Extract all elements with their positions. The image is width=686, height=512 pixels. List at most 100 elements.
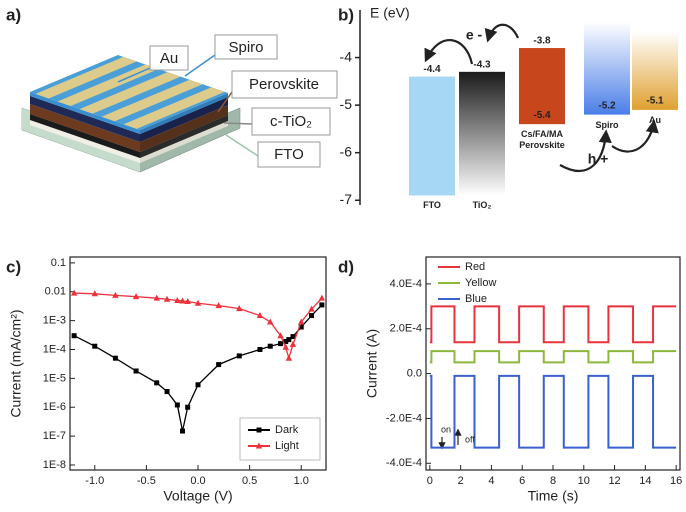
annotation: on [441,424,451,434]
x-tick-label: 0.0 [190,475,205,487]
category-label: TiO₂ [472,200,492,211]
data-point [112,291,119,298]
data-point [179,297,186,304]
x-tick-label: -0.5 [137,475,156,487]
x-axis-title: Time (s) [528,488,579,504]
data-point [215,302,222,309]
gold-electrode [123,87,225,129]
energy-band [632,31,678,110]
y-tick-label: 1E-7 [43,430,66,442]
data-point [112,355,118,361]
layer-label: c-TiO₂ [270,113,312,130]
level-label: -4.4 [423,64,441,75]
data-point [309,313,315,319]
data-point [132,293,140,300]
x-tick-label: 12 [608,475,620,487]
x-tick-label: 6 [519,475,525,487]
data-point [308,305,315,312]
gold-electrode [35,56,137,99]
energy-band [459,71,505,196]
level-label: -5.2 [598,100,616,111]
y-tick-label: -7 [340,191,353,207]
data-point [154,380,160,386]
axis-title: E (eV) [370,5,410,21]
data-point [164,389,170,395]
data-point [91,290,98,297]
data-point [277,332,284,339]
data-point [216,362,222,368]
x-axis-title: Voltage (V) [163,488,232,504]
x-tick-label: 2 [458,475,464,487]
level-label: -3.8 [533,36,551,47]
y-tick-label: 2.0E-4 [390,323,422,335]
data-point [70,289,78,296]
layer-label: Spiro [228,39,263,56]
y-tick-label: 1E-5 [43,372,66,384]
data-point [163,295,171,302]
data-point [71,333,77,339]
panel-label: d) [338,257,354,276]
gold-electrode [79,72,181,114]
legend-label: Blue [465,293,487,305]
data-point [174,402,180,408]
category-label: Cs/FA/MA Perovskite [519,129,565,151]
x-tick-label: 10 [578,475,590,487]
series-line [73,304,323,432]
data-point [286,337,292,343]
legend-label: Yellow [465,277,496,289]
panel-label: b) [338,5,354,24]
data-point [194,299,202,306]
layer-label: Au [160,50,178,67]
data-point [278,341,284,347]
x-tick-label: 0 [427,475,433,487]
data-point [267,318,274,325]
data-point [257,347,263,353]
y-axis-title: Current (A) [364,329,380,398]
data-point [298,324,304,330]
level-label: -5.4 [533,110,551,121]
data-point [298,318,305,325]
y-axis-title: Current (mA/cm²) [8,309,24,417]
annotation: e - [466,27,483,43]
device-stack [21,55,241,173]
data-point [133,368,139,374]
legend-marker [255,442,263,449]
data-point [319,302,325,308]
series-line [429,374,677,449]
y-tick-label: 4.0E-4 [390,278,422,290]
layer-label: Perovskite [249,76,319,93]
y-tick-label: -4 [340,48,353,64]
y-tick-label: 1E-6 [43,401,66,413]
energy-band [519,48,565,125]
data-point [256,312,264,319]
data-point [290,334,296,340]
category-label: Au [649,114,661,125]
level-label: -4.3 [473,59,491,70]
panel-label: a) [6,5,21,24]
data-point [195,382,201,388]
transfer-arrows [424,23,659,172]
series-line [429,305,677,344]
y-tick-label: -5 [340,96,353,112]
annotation: h + [588,151,609,167]
y-tick-label: 1E-4 [43,343,66,355]
x-tick-label: 14 [639,475,651,487]
y-tick-label: -6 [340,143,353,159]
legend-label: Dark [275,424,299,436]
category-label: Spiro [595,119,619,130]
x-tick-label: 0.5 [242,475,257,487]
y-tick-label: 0.01 [45,286,66,298]
data-point [289,340,297,347]
panel-label: c) [6,257,21,276]
energy-band [584,21,630,115]
data-point [285,354,293,361]
y-tick-label: 0.0 [407,367,422,379]
data-point [153,294,160,301]
energy-band [409,76,455,196]
x-tick-label: 8 [550,475,556,487]
y-tick-label: 0.1 [51,257,66,269]
layer-labels [117,34,338,168]
data-point [236,353,242,359]
data-point [236,305,243,312]
legend-label: Light [275,440,299,452]
